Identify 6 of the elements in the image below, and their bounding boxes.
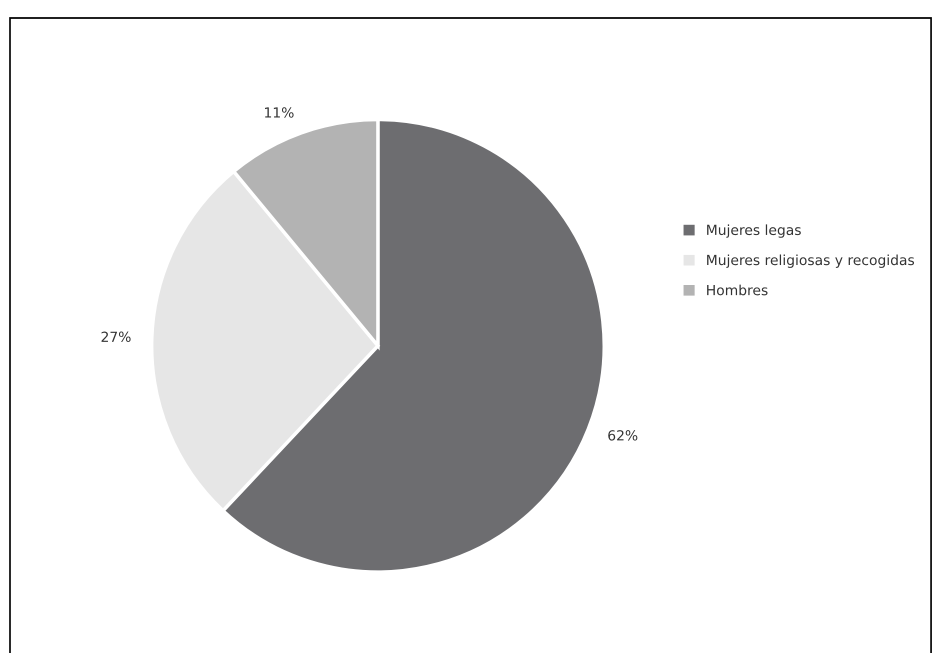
legend-label: Hombres bbox=[707, 284, 768, 296]
legend-label: Mujeres religiosas y recogidas bbox=[707, 254, 914, 268]
legend-label: Mujeres legas bbox=[707, 224, 801, 238]
data-label: 62% bbox=[608, 430, 638, 441]
data-label: 11% bbox=[265, 107, 294, 118]
data-label: 27% bbox=[102, 332, 131, 342]
